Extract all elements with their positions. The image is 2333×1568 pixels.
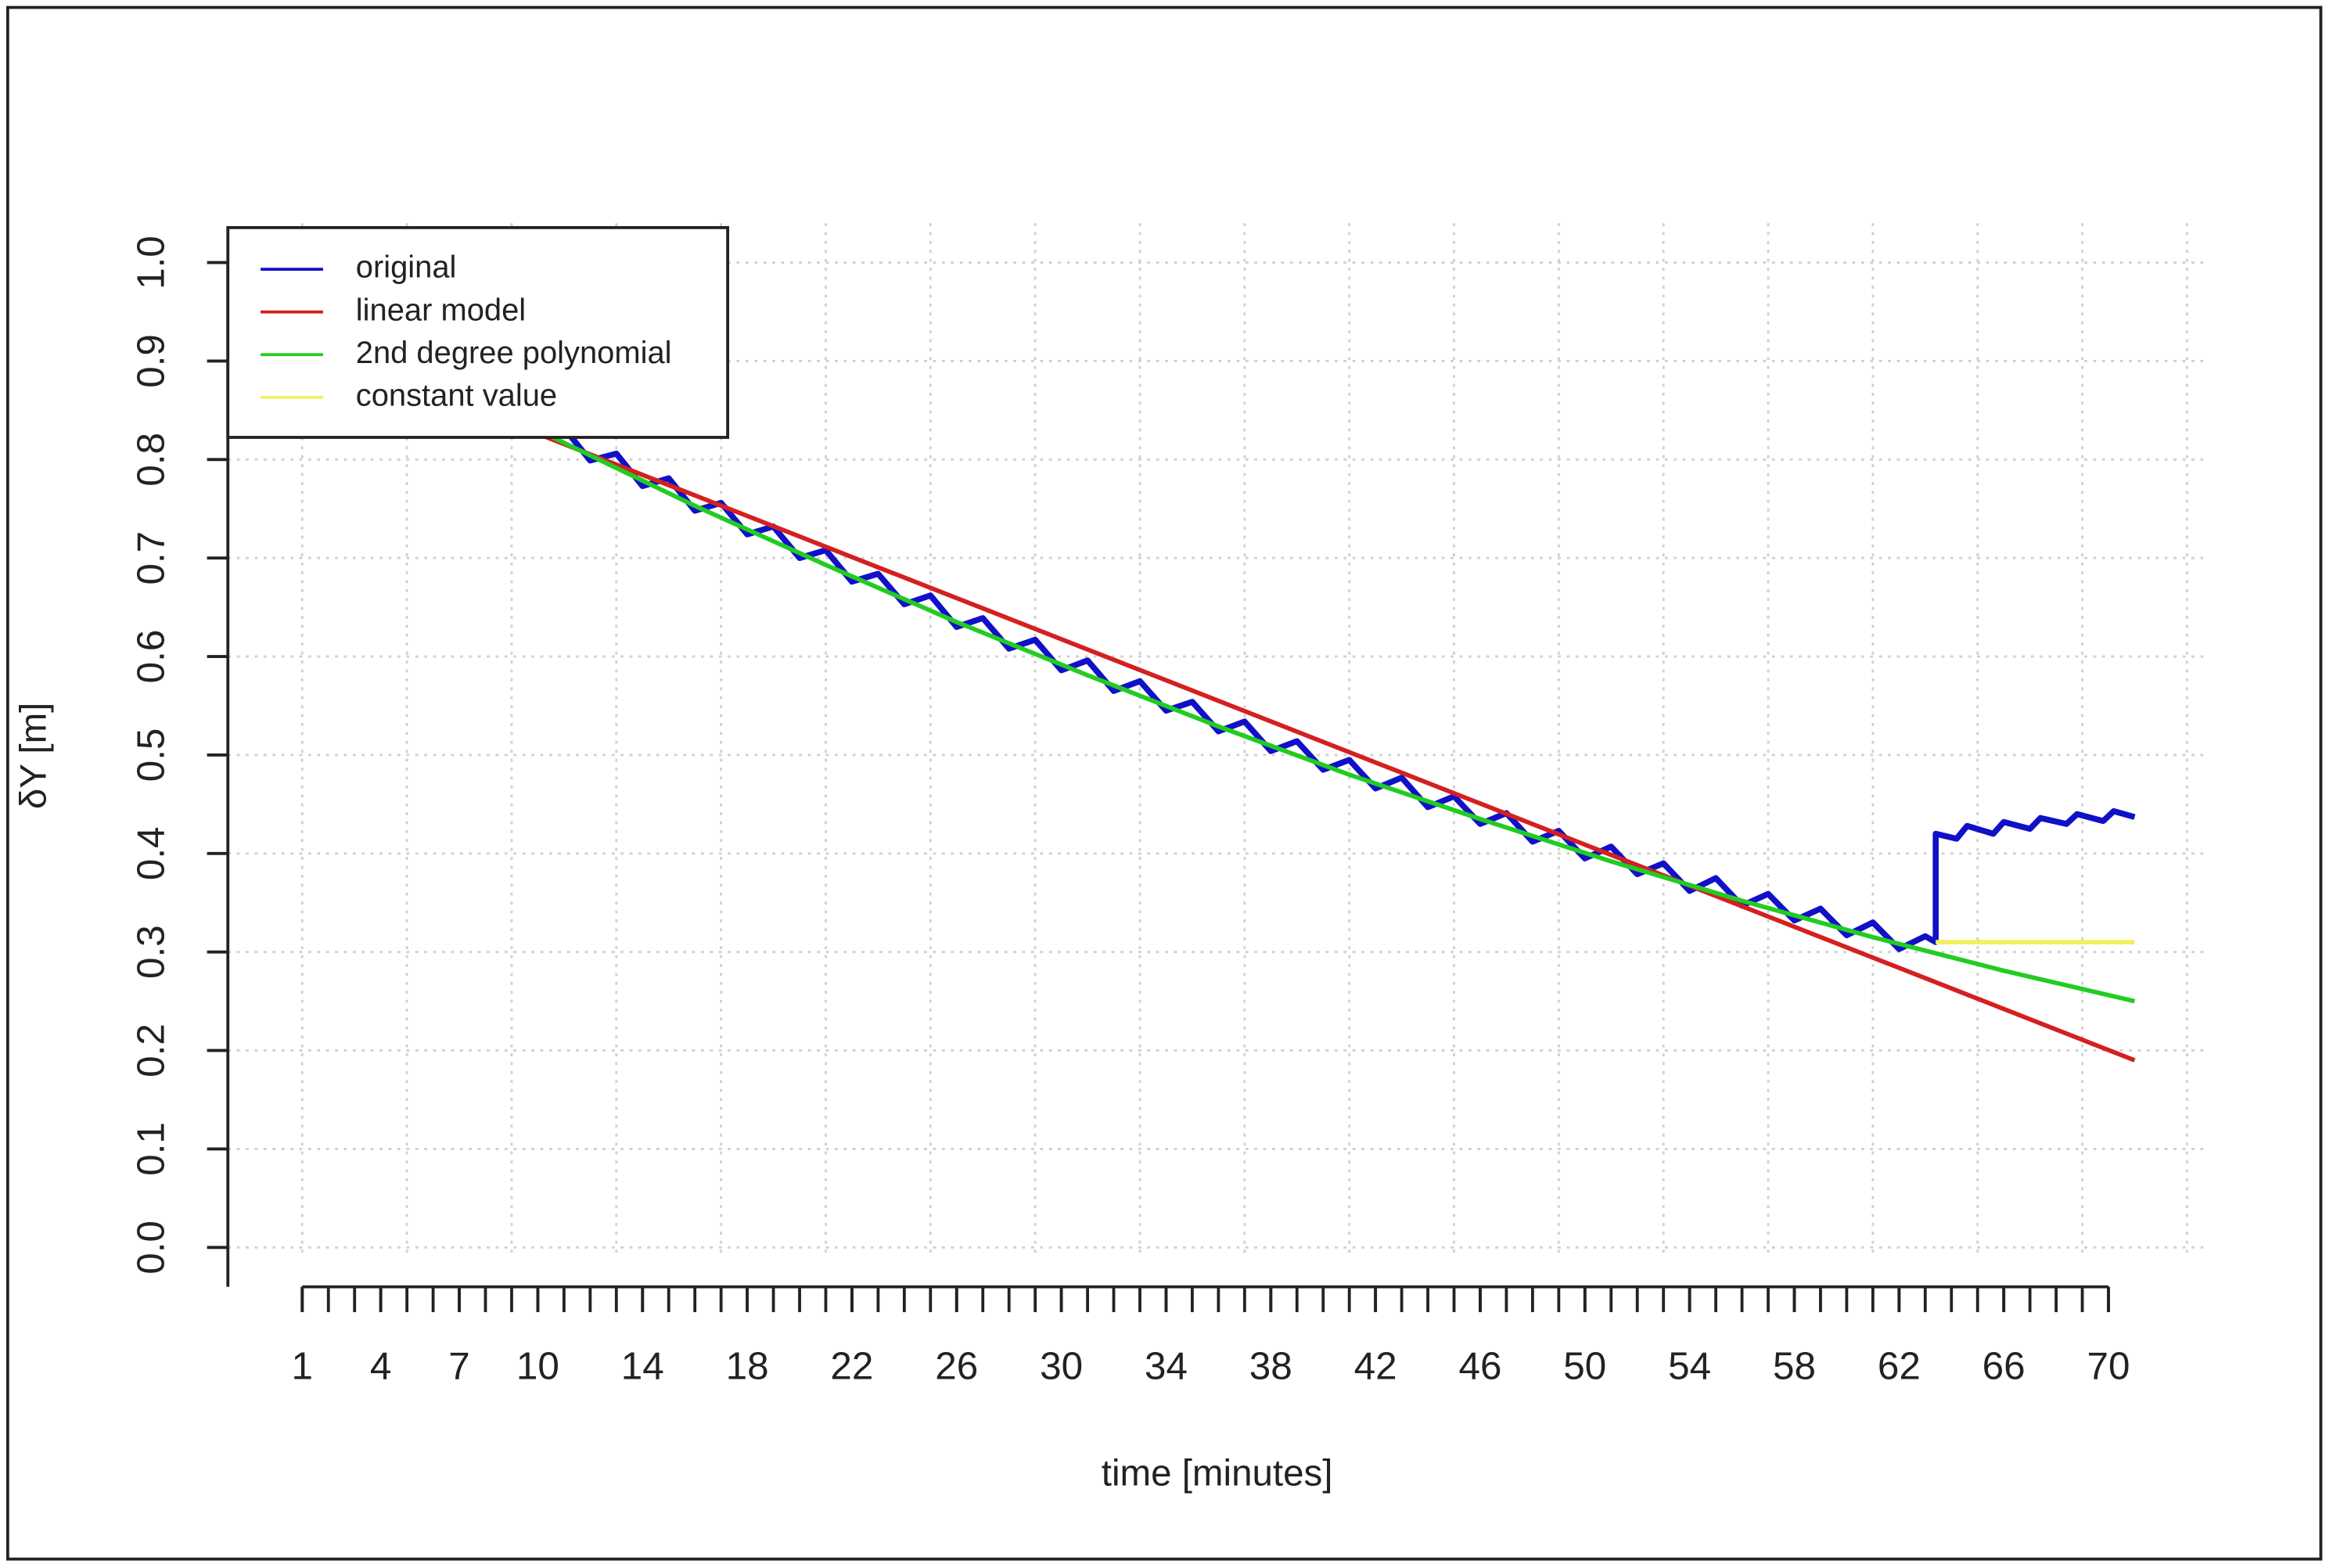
x-axis-title: time [minutes]	[1102, 1453, 1333, 1494]
frame	[5, 5, 2323, 1561]
x-tick-label: 34	[1145, 1344, 1188, 1387]
y-axis-title: δY [m]	[13, 703, 55, 809]
x-tick-label: 54	[1668, 1344, 1711, 1387]
series-line	[301, 339, 2136, 1063]
x-tick-label: 66	[1983, 1344, 2026, 1387]
x-tick-label: 38	[1249, 1344, 1292, 1387]
y-tick-label: 0.5	[129, 728, 172, 782]
x-tick-label: 50	[1563, 1344, 1606, 1387]
x-tick-label: 14	[621, 1344, 664, 1387]
y-tick-label: 0.2	[129, 1023, 172, 1077]
y-tick-label: 0.1	[129, 1122, 172, 1176]
x-tick-label: 7	[448, 1344, 469, 1387]
y-tick-label: 0.6	[129, 630, 172, 684]
x-tick-label: 58	[1773, 1344, 1816, 1387]
y-tick-label: 0.8	[129, 433, 172, 487]
y-tick-label: 0.4	[129, 826, 172, 880]
series-line	[300, 307, 2136, 1004]
y-tick-label: 0.0	[129, 1221, 172, 1275]
y-tick-label: 1.0	[129, 236, 172, 290]
y-tick-label: 0.7	[129, 531, 172, 585]
legend-box	[226, 226, 730, 439]
x-tick-label: 18	[726, 1344, 769, 1387]
x-tick-label: 46	[1458, 1344, 1501, 1387]
legend-label: linear model	[356, 293, 526, 327]
legend-label: original	[356, 250, 457, 285]
x-tick-label: 62	[1878, 1344, 1921, 1387]
x-tick-label: 26	[935, 1344, 978, 1387]
x-tick-label: 1	[292, 1344, 314, 1387]
y-tick-label: 0.9	[129, 334, 172, 388]
x-tick-label: 70	[2087, 1344, 2130, 1387]
x-tick-label: 22	[830, 1344, 873, 1387]
legend-label: constant value	[356, 378, 557, 412]
legend-label: 2nd degree polynomial	[356, 336, 672, 370]
y-tick-label: 0.3	[129, 925, 172, 979]
x-tick-label: 4	[370, 1344, 391, 1387]
x-tick-label: 30	[1040, 1344, 1083, 1387]
x-tick-label: 42	[1354, 1344, 1397, 1387]
legend: original linear model 2nd degree polynomia…	[226, 226, 730, 439]
x-tick-label: 10	[516, 1344, 559, 1387]
